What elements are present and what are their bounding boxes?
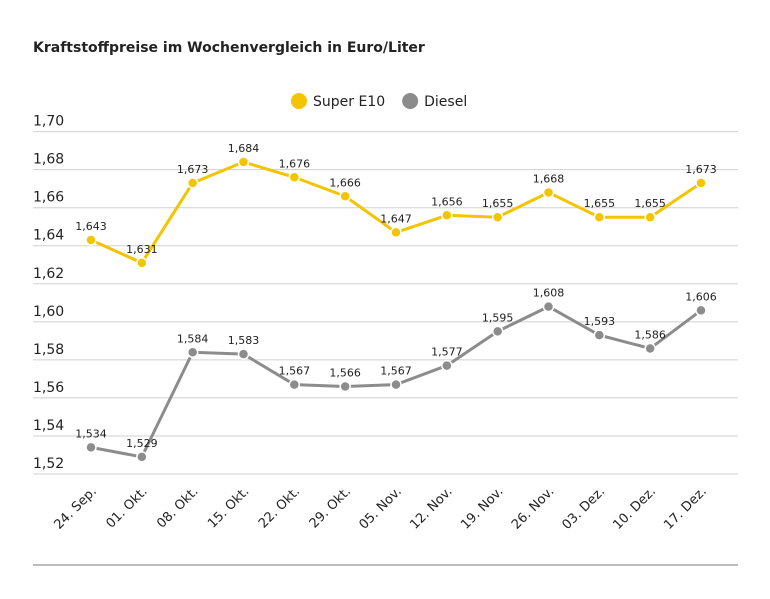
data-label: 1,593 — [584, 315, 616, 328]
y-tick-label: 1,52 — [33, 456, 64, 472]
data-point — [136, 451, 148, 463]
y-tick-label: 1,54 — [33, 418, 64, 434]
data-point — [593, 329, 606, 341]
data-point — [85, 441, 97, 454]
x-tick-label: 22. Okt. — [256, 484, 303, 531]
data-label: 1,676 — [279, 157, 311, 170]
data-label: 1,606 — [685, 290, 717, 303]
data-label: 1,608 — [533, 287, 565, 300]
legend-marker — [402, 93, 419, 109]
x-tick-label: 01. Okt. — [103, 484, 150, 531]
x-tick-label: 26. Nov. — [509, 484, 557, 532]
data-point — [441, 359, 453, 372]
data-point — [237, 156, 250, 168]
y-tick-label: 1,62 — [33, 266, 64, 282]
data-label: 1,566 — [329, 366, 361, 379]
data-label: 1,668 — [533, 172, 565, 185]
data-label: 1,577 — [431, 346, 463, 359]
x-tick-label: 17. Dez. — [661, 484, 710, 533]
x-tick-label: 08. Okt. — [154, 484, 201, 531]
data-point — [339, 190, 351, 203]
data-label: 1,673 — [685, 163, 717, 176]
data-point — [441, 209, 453, 222]
y-tick-label: 1,70 — [33, 114, 64, 130]
data-label: 1,673 — [177, 163, 209, 176]
data-label: 1,534 — [75, 427, 107, 440]
data-label: 1,583 — [228, 334, 260, 347]
data-point — [136, 257, 148, 269]
x-tick-label: 29. Okt. — [307, 484, 354, 531]
data-label: 1,684 — [228, 142, 260, 155]
data-point — [288, 378, 301, 391]
data-label: 1,586 — [634, 328, 666, 341]
data-point — [542, 300, 555, 313]
data-label: 1,656 — [431, 195, 463, 208]
data-point — [542, 186, 555, 199]
data-label: 1,567 — [380, 365, 412, 378]
data-label: 1,647 — [380, 212, 412, 225]
y-tick-label: 1,66 — [33, 190, 64, 206]
data-point — [186, 177, 199, 189]
data-label: 1,666 — [329, 176, 361, 189]
data-label: 1,655 — [634, 197, 666, 210]
x-tick-label: 24. Sep. — [51, 484, 99, 532]
data-point — [644, 342, 656, 355]
y-tick-label: 1,60 — [33, 304, 64, 320]
x-tick-label: 19. Nov. — [458, 484, 506, 532]
y-tick-label: 1,64 — [33, 228, 64, 244]
data-label: 1,631 — [126, 243, 158, 256]
x-tick-label: 15. Okt. — [205, 484, 252, 531]
legend-label: Diesel — [424, 94, 467, 110]
data-point — [644, 211, 656, 223]
data-label: 1,529 — [126, 437, 158, 450]
data-label: 1,567 — [279, 365, 311, 378]
data-point — [390, 378, 402, 391]
x-tick-label: 05. Nov. — [357, 484, 405, 532]
data-point — [695, 304, 707, 317]
data-point — [491, 211, 504, 223]
data-label: 1,643 — [75, 220, 107, 233]
data-point — [491, 325, 504, 338]
data-point — [593, 211, 606, 223]
data-label: 1,655 — [482, 197, 514, 210]
x-tick-label: 03. Dez. — [560, 484, 609, 533]
x-tick-label: 12. Nov. — [407, 484, 455, 532]
legend-marker — [291, 93, 307, 109]
data-point — [390, 226, 402, 239]
data-point — [237, 348, 250, 360]
y-tick-label: 1,68 — [33, 152, 64, 168]
data-point — [288, 171, 301, 184]
data-label: 1,584 — [177, 332, 209, 345]
x-tick-label: 10. Dez. — [610, 484, 659, 533]
data-label: 1,595 — [482, 311, 514, 324]
legend-label: Super E10 — [313, 94, 385, 110]
data-label: 1,655 — [584, 197, 616, 210]
y-tick-label: 1,58 — [33, 342, 64, 358]
data-point — [85, 234, 97, 246]
chart-title: Kraftstoffpreise im Wochenvergleich in E… — [33, 40, 425, 56]
data-point — [186, 346, 199, 359]
y-tick-label: 1,56 — [33, 380, 64, 396]
data-point — [339, 380, 351, 393]
data-point — [695, 177, 707, 189]
